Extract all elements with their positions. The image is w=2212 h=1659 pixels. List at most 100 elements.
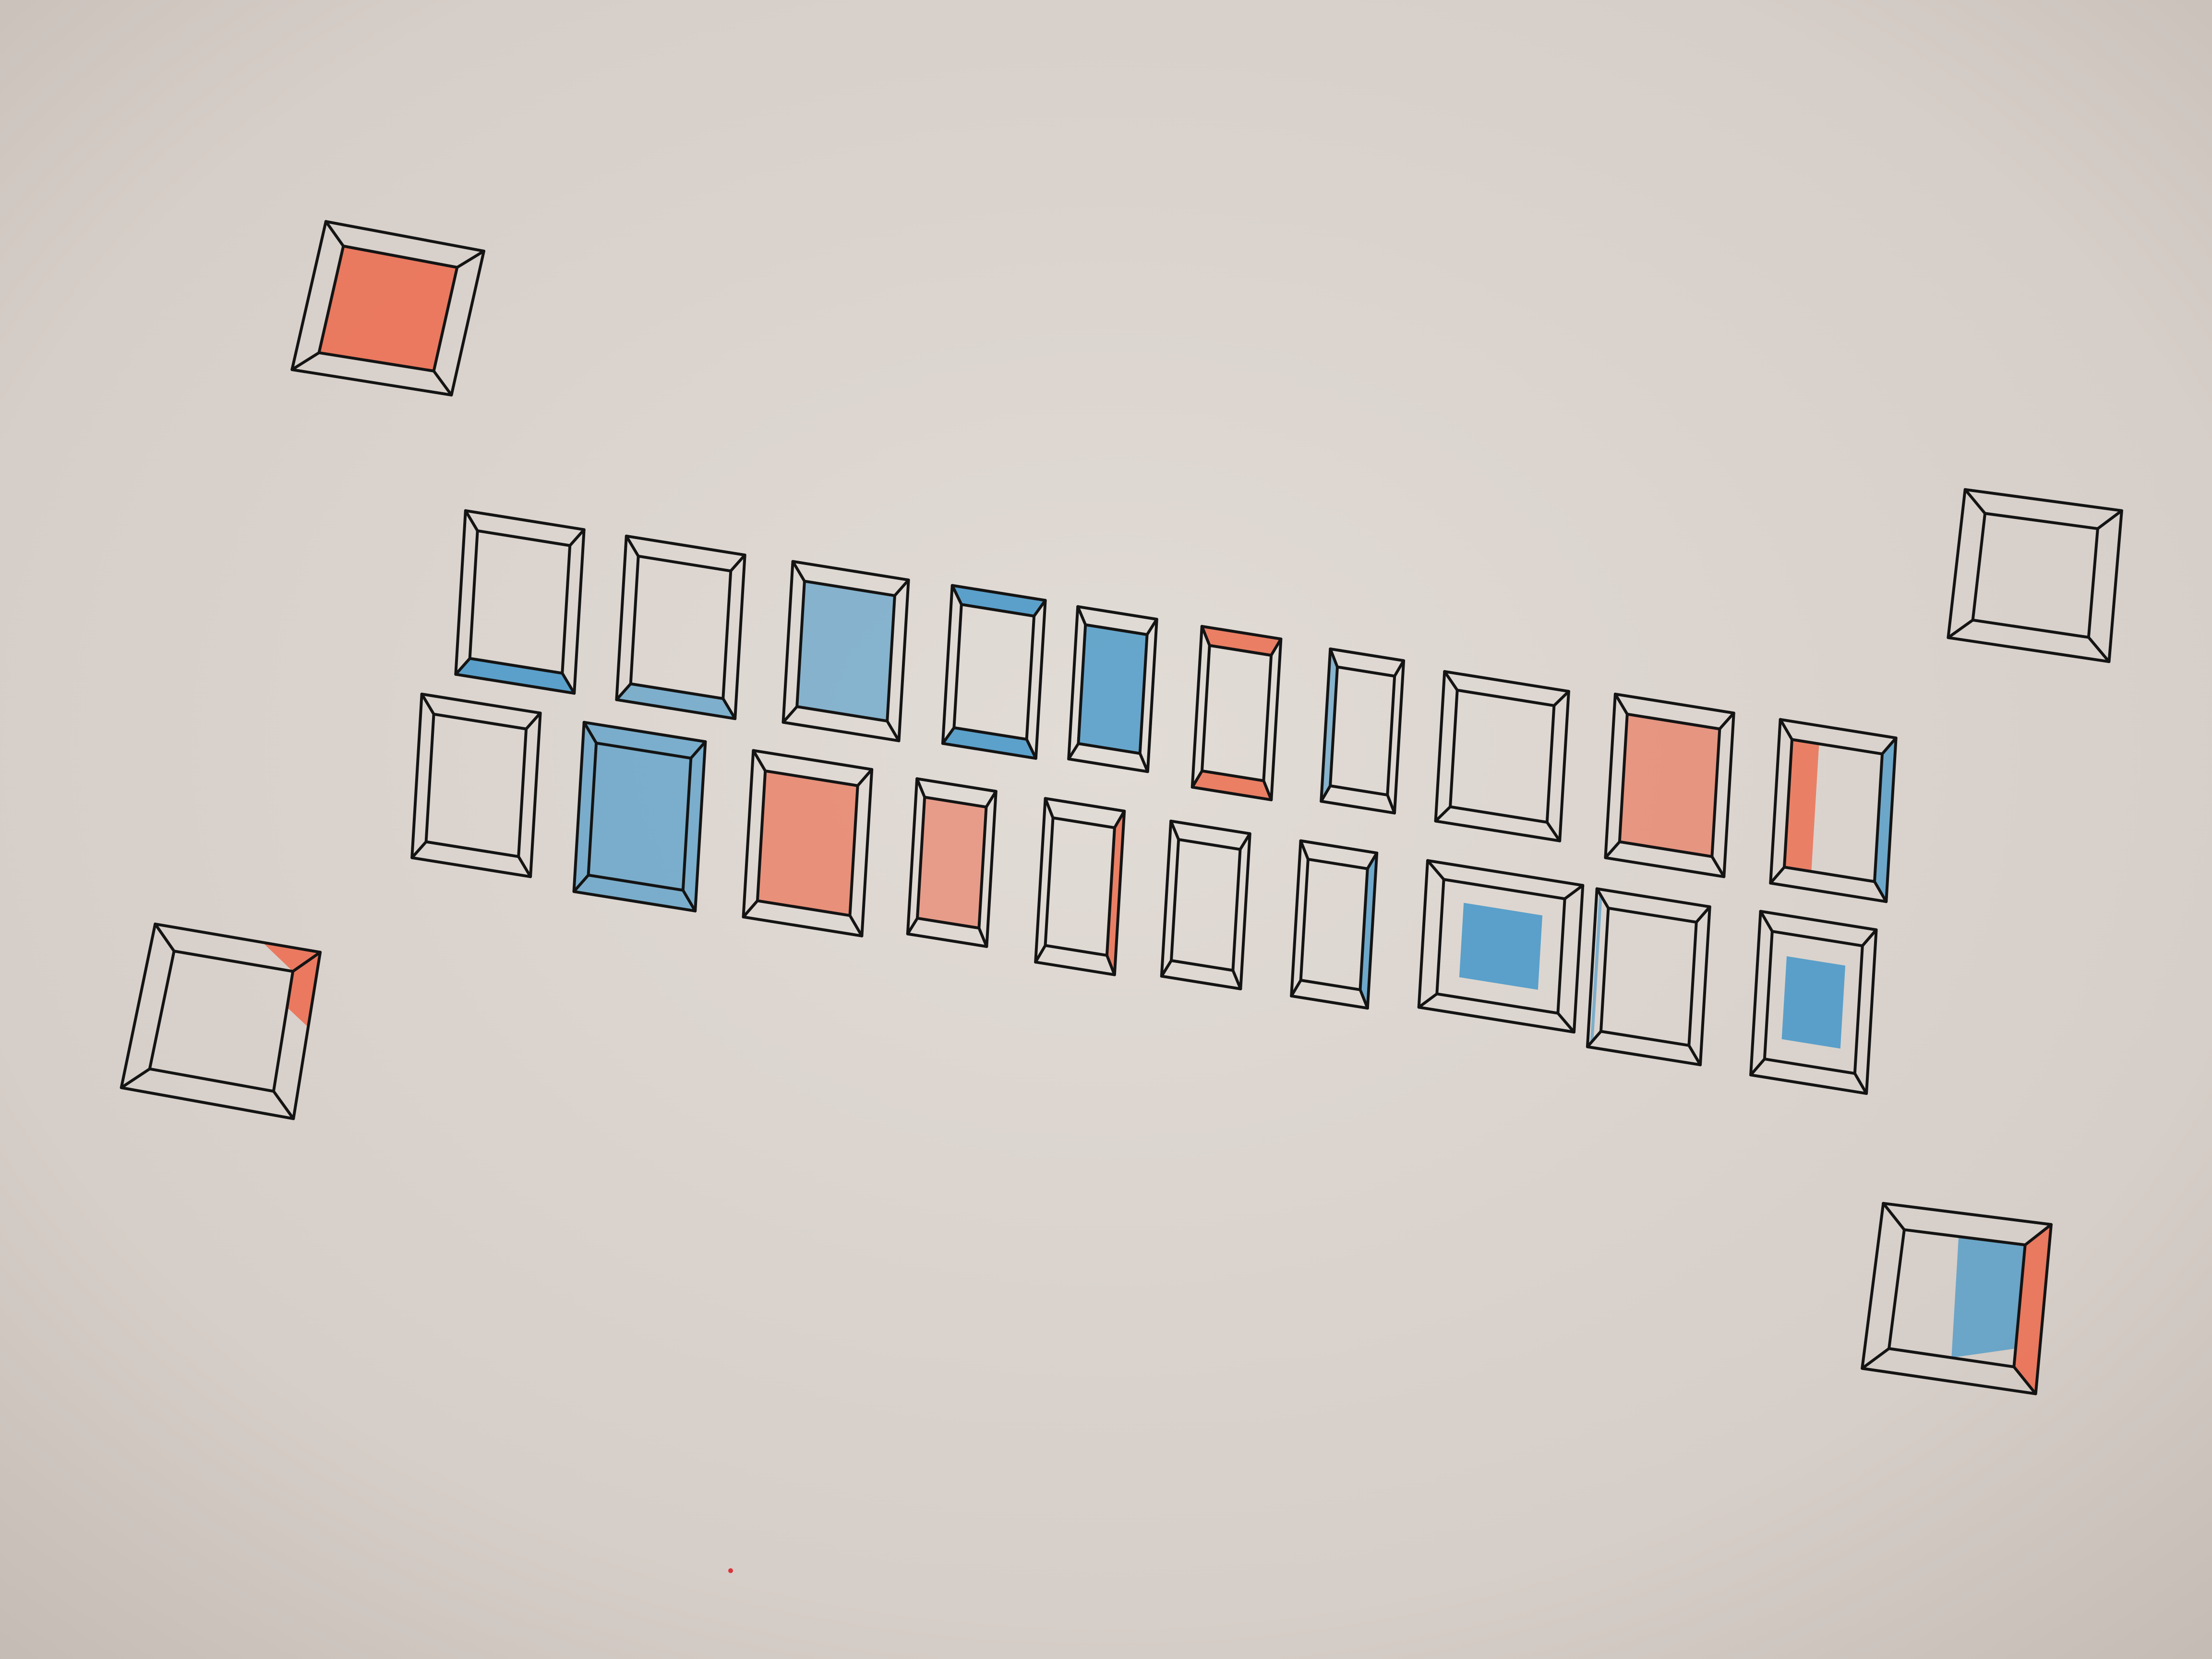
grid-cell-row2-10: [1749, 910, 1878, 1095]
corner-frame-bottom-left-bevel-line: [272, 1090, 295, 1120]
grid-cell-row1-8: [1434, 670, 1570, 842]
grid-cell-row2-3-bevel-line: [856, 768, 874, 787]
grid-cell-row1-3-bevel-line: [893, 578, 910, 597]
grid-cell-row1-9-bevel-line: [1718, 711, 1735, 731]
grid-cell-row2-8-bevel-line: [1426, 859, 1445, 881]
grid-cell-row2-6-bevel-line: [1169, 819, 1180, 841]
grid-cell-row2-3-bevel-line: [752, 749, 767, 772]
grid-cell-row2-7-bevel-line: [1299, 839, 1310, 861]
grid-cell-row1-6-bevel-line: [1190, 769, 1204, 789]
grid-cell-row2-10-fill-inner-small: [1781, 956, 1846, 1049]
grid-cell-row2-2-fill-outer: [574, 722, 706, 911]
grid-cell-row1-6: [1190, 625, 1283, 802]
grid-cell-row1-1-bevel-line: [561, 672, 576, 695]
grid-cell-row2-1-bevel-line: [525, 711, 542, 731]
grid-cell-row1-3-bevel-line: [791, 560, 806, 583]
corner-frame-top-left-bevel-line: [290, 351, 321, 371]
grid-cell-row2-3: [742, 749, 874, 938]
grid-cell-row1-7-bevel-line: [1320, 784, 1332, 803]
grid-cell-row1-6-fill-bottom: [1192, 770, 1272, 800]
grid-cell-row1-10-bevel-line: [1779, 718, 1793, 741]
grid-cell-row2-4-bevel-line: [906, 916, 919, 936]
corner-frame-bottom-left-bevel-line: [120, 1067, 151, 1089]
grid-cell-row2-6-bevel-line: [1160, 959, 1173, 978]
grid-cell-row1-7: [1320, 647, 1406, 815]
corner-frame-top-right-bevel-line: [1947, 618, 1974, 639]
grid-cell-row1-5-bevel-line: [1138, 752, 1149, 773]
grid-cell-row2-6: [1160, 819, 1251, 990]
grid-cell-row2-2-bevel-line: [582, 721, 598, 745]
grid-cell-row2-7: [1290, 839, 1379, 1010]
grid-cell-row2-1-bevel-line: [420, 692, 435, 716]
grid-cell-row1-2-bevel-line: [625, 534, 640, 558]
grid-cell-row2-5-bevel-line: [1044, 797, 1055, 819]
grid-cell-row1-8-bevel-line: [1434, 805, 1452, 823]
grid-cell-row1-1-bevel-line: [464, 509, 479, 532]
ink-dot: [728, 1568, 733, 1573]
grid-cell-row1-3-bevel-line: [886, 720, 901, 743]
grid-cell-row2-1: [410, 692, 542, 878]
grid-cell-row2-8-bevel-line: [1417, 992, 1439, 1009]
grid-cell-row2-2-bevel-line: [572, 873, 590, 893]
corner-frame-bottom-right-bevel-line: [1882, 1202, 1906, 1231]
corner-frame-top-right-bevel-line: [2087, 636, 2111, 663]
grid-cell-row1-5-fill-inner: [1078, 625, 1147, 754]
grid-cell-row1-2-bevel-line: [729, 553, 746, 573]
grid-cell-row1-5-bevel-line: [1067, 742, 1080, 761]
grid-cell-row1-8-bevel-line: [1443, 670, 1459, 692]
grid-cell-row1-5-bevel-line: [1076, 605, 1087, 626]
grid-cell-row1-1-bevel-line: [454, 657, 471, 676]
grid-cell-row2-4-bevel-line: [977, 926, 988, 948]
grid-cell-row2-10-bevel-line: [1853, 1072, 1868, 1095]
grid-cell-row2-3-fill-inner: [757, 770, 858, 916]
grid-cell-row2-4-bevel-line: [985, 790, 998, 809]
grid-cell-row2-5-bevel-line: [1034, 944, 1047, 964]
corner-frame-bottom-left-bevel-line: [291, 950, 322, 973]
corner-frame-top-left-bevel-line: [456, 250, 485, 269]
corner-frame-top-right-bevel-line: [1963, 488, 1987, 515]
grid-cell-row1-4-fill-bottom: [942, 727, 1036, 758]
grid-cell-row2-9-fill-left-stroke: [1590, 892, 1602, 1044]
grid-cell-row1-6-bevel-line: [1262, 779, 1273, 802]
grid-cell-row1-9-fill-inner: [1619, 714, 1720, 857]
grid-cell-row1-2: [615, 534, 746, 721]
grid-cell-row2-7-fill-right: [1360, 853, 1377, 1009]
grid-cell-row2-8: [1417, 859, 1585, 1034]
grid-cell-row1-10: [1769, 718, 1898, 903]
grid-cell-row1-9-bevel-line: [1604, 840, 1621, 859]
grid-cell-row2-2-bevel-line: [681, 889, 697, 913]
grid-cell-row2-10-bevel-line: [1749, 1058, 1766, 1077]
grid-cell-row2-5: [1034, 797, 1126, 976]
grid-cell-row1-3-bevel-line: [781, 705, 799, 724]
grid-cell-row1-4-bevel-line: [1033, 599, 1047, 618]
grid-cell-row1-10-bevel-line: [1880, 736, 1898, 756]
grid-cell-row2-5-bevel-line: [1113, 809, 1126, 830]
grid-cell-row1-10-bevel-line: [1873, 880, 1888, 903]
corner-frame-bottom-left: [120, 922, 322, 1120]
grid-cell-row2-8-bevel-line: [1563, 884, 1585, 901]
grid-cell-row2-1-bevel-line: [517, 855, 532, 878]
grid-cell-row1-8-bevel-line: [1552, 690, 1570, 707]
grid-cell-row2-3-bevel-line: [848, 914, 864, 938]
grid-cell-row1-7-bevel-line: [1393, 659, 1406, 678]
grid-cell-row2-4-bevel-line: [915, 777, 926, 799]
grid-cell-row2-9-bevel-line: [1695, 905, 1711, 924]
grid-cell-row1-9-bevel-line: [1613, 692, 1629, 716]
grid-cell-row2-4-fill-inner: [917, 797, 986, 928]
grid-cell-row2-7-bevel-line: [1366, 851, 1379, 870]
grid-cell-row1-7-bevel-line: [1386, 793, 1396, 815]
grid-cell-row2-3-bevel-line: [742, 899, 759, 919]
frames-layer: [120, 220, 2123, 1395]
grid-cell-row1-7-bevel-line: [1329, 647, 1339, 669]
grid-cell-row2-6-bevel-line: [1238, 832, 1251, 851]
corner-frame-bottom-right-bevel-line: [2012, 1365, 2037, 1395]
grid-cell-row2-10-bevel-line: [1759, 910, 1774, 933]
corner-frame-top-left-fill-inner: [319, 246, 457, 371]
grid-cell-row2-5-bevel-line: [1105, 954, 1116, 976]
grid-cell-row1-8-bevel-line: [1545, 820, 1562, 842]
grid-cell-row1-6-bevel-line: [1200, 625, 1211, 647]
grid-cell-row1-1-fill-bottom: [456, 658, 575, 694]
grid-cell-row2-6-bevel-line: [1231, 969, 1242, 990]
grid-cell-row1-3: [781, 560, 910, 743]
corner-frame-bottom-right: [1861, 1202, 2053, 1395]
